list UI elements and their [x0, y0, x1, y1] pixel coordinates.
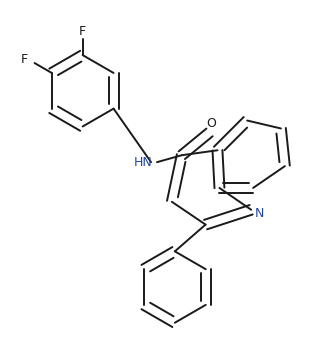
Text: F: F — [79, 25, 86, 38]
Text: O: O — [207, 117, 216, 130]
Text: F: F — [21, 53, 28, 66]
Text: N: N — [254, 207, 264, 220]
Text: HN: HN — [134, 156, 153, 168]
